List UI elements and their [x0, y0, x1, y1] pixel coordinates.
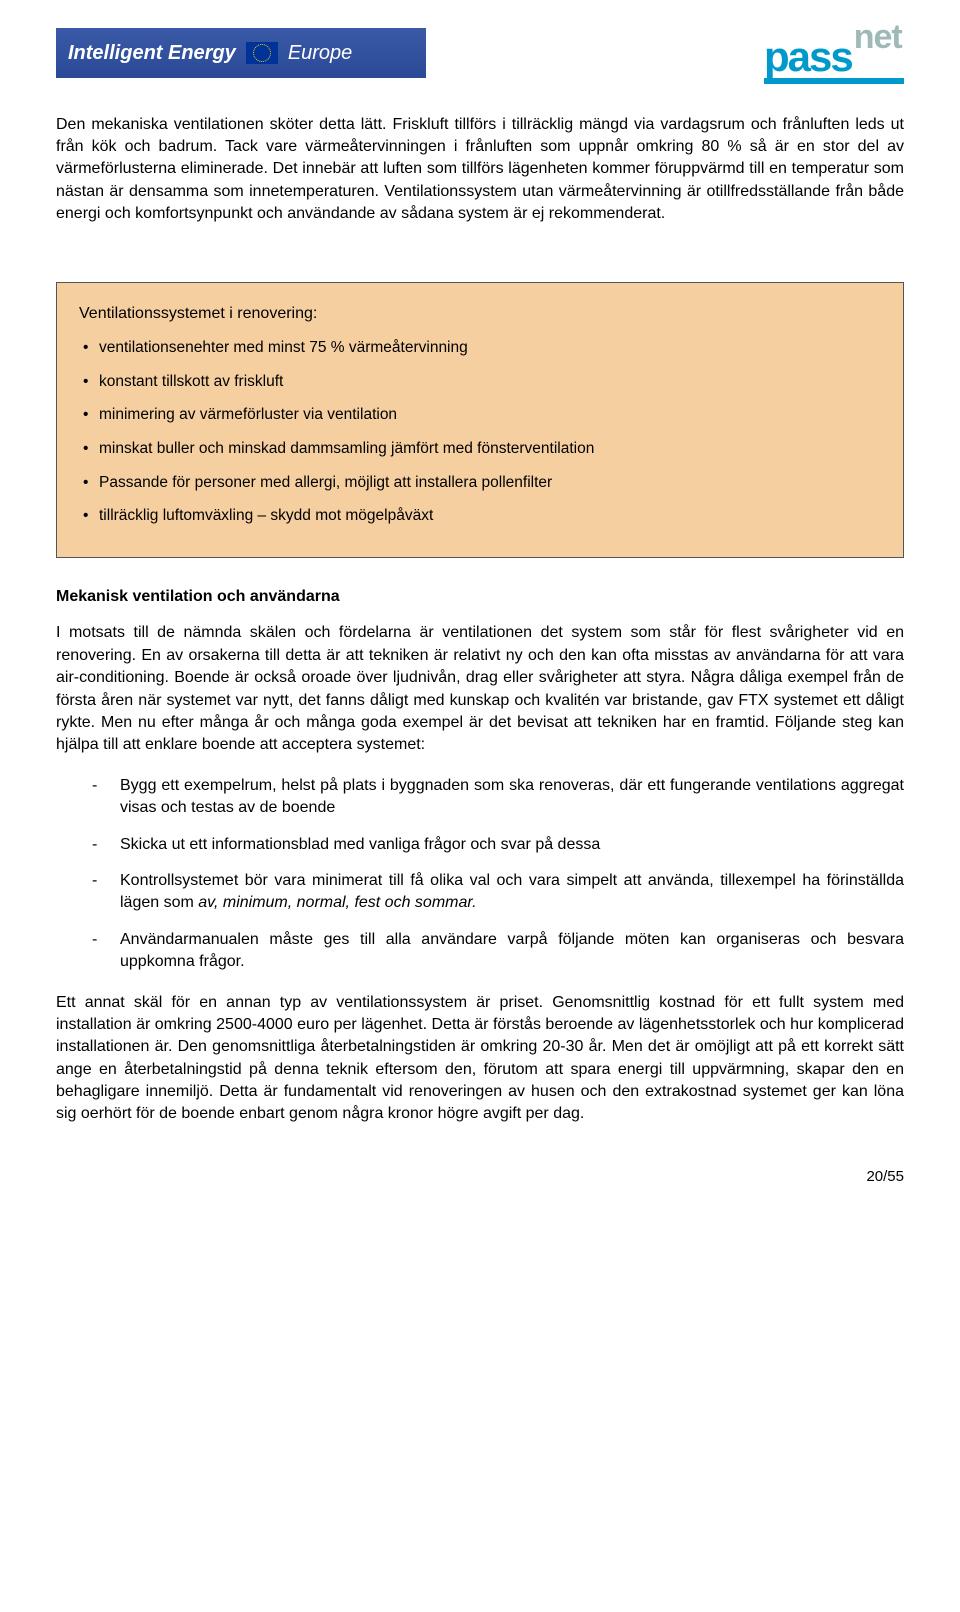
passnet-logo-pass: pass — [764, 38, 852, 76]
step-item: Skicka ut ett informationsblad med vanli… — [92, 834, 904, 856]
eu-flag-icon — [246, 42, 278, 64]
callout-item: ventilationsenehter med minst 75 % värme… — [83, 337, 881, 359]
paragraph-2: I motsats till de nämnda skälen och förd… — [56, 622, 904, 756]
page-number: 20/55 — [56, 1166, 904, 1187]
paragraph-3: Ett annat skäl för en annan typ av venti… — [56, 992, 904, 1126]
callout-item: Passande för personer med allergi, möjli… — [83, 472, 881, 494]
callout-box: Ventilationssystemet i renovering: venti… — [56, 282, 904, 559]
step-item: Kontrollsystemet bör vara minimerat till… — [92, 870, 904, 915]
step-italic: av, minimum, normal, fest och sommar. — [198, 894, 476, 911]
step-item: Användarmanualen måste ges till alla anv… — [92, 929, 904, 974]
callout-item: minskat buller och minskad dammsamling j… — [83, 438, 881, 460]
passnet-logo: pass net — [764, 28, 904, 84]
paragraph-1: Den mekaniska ventilationen sköter detta… — [56, 114, 904, 226]
callout-title: Ventilationssystemet i renovering: — [79, 303, 881, 325]
page-header: Intelligent Energy Europe pass net — [56, 28, 904, 84]
step-item: Bygg ett exempelrum, helst på plats i by… — [92, 775, 904, 820]
callout-item: tillräcklig luftomväxling – skydd mot mö… — [83, 505, 881, 527]
ie-logo-text-2: Europe — [288, 39, 353, 67]
callout-list: ventilationsenehter med minst 75 % värme… — [79, 337, 881, 527]
section-heading-mechanical: Mekanisk ventilation och användarna — [56, 586, 904, 608]
passnet-logo-net: net — [854, 14, 902, 62]
intelligent-energy-logo: Intelligent Energy Europe — [56, 28, 426, 78]
steps-list: Bygg ett exempelrum, helst på plats i by… — [56, 775, 904, 974]
callout-item: minimering av värmeförluster via ventila… — [83, 404, 881, 426]
callout-item: konstant tillskott av friskluft — [83, 371, 881, 393]
passnet-logo-underline — [764, 78, 904, 84]
ie-logo-text-1: Intelligent Energy — [68, 39, 236, 67]
